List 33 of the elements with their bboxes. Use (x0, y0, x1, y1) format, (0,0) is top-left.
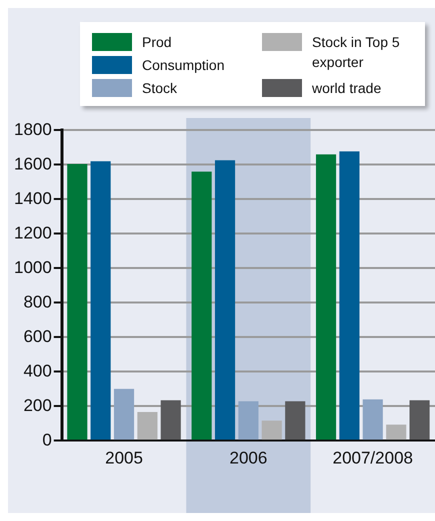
bar (160, 400, 181, 440)
x-tick-label: 2005 (105, 448, 143, 468)
x-tick-label: 2006 (229, 448, 268, 468)
y-tick-label: 1400 (14, 188, 52, 208)
legend-label: Prod (142, 33, 172, 52)
legend-label: Stock (142, 79, 178, 98)
y-tick-label: 1000 (14, 258, 52, 277)
x-tick-label: 2007/2008 (332, 448, 413, 468)
bar (410, 400, 430, 440)
y-tick-label: 800 (23, 292, 52, 312)
bar (67, 164, 88, 440)
y-tick-label: 1800 (14, 120, 52, 139)
bar (114, 388, 134, 440)
y-tick-label: 1600 (14, 154, 52, 174)
legend-label: Stock in Top 5 exporter (312, 33, 401, 72)
bar (192, 172, 212, 440)
y-tick-label: 0 (42, 430, 52, 450)
legend-label: world trade (312, 79, 382, 98)
bar (386, 424, 406, 440)
bar (137, 412, 158, 440)
bar (262, 420, 282, 440)
y-tick-label: 600 (23, 326, 52, 346)
bar (339, 151, 360, 440)
bar (285, 401, 306, 440)
bar (214, 160, 236, 440)
y-tick-label: 400 (23, 361, 52, 380)
y-tick-label: 1200 (14, 223, 52, 242)
bar (316, 154, 336, 440)
y-tick-label: 200 (23, 396, 52, 415)
bar (362, 399, 383, 440)
legend-label: Consumption (142, 56, 224, 75)
bar (238, 401, 258, 440)
bar (90, 161, 111, 440)
